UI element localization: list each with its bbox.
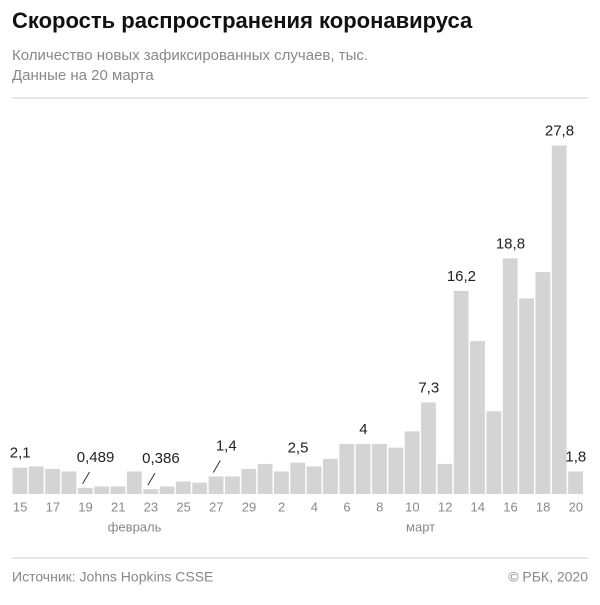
x-tick-label: 17 [46, 499, 60, 514]
value-label: 27,8 [545, 122, 574, 139]
bar [45, 468, 61, 494]
chart-subtitle: Количество новых зафиксированных случаев… [12, 47, 368, 64]
leader-line [82, 471, 90, 485]
bar [404, 431, 420, 494]
bar [306, 466, 322, 494]
chart-subtitle: Данные на 20 марта [12, 67, 154, 84]
bar [192, 482, 208, 494]
x-tick-label: 23 [144, 499, 158, 514]
bar [273, 471, 289, 494]
x-tick-label: 14 [471, 499, 485, 514]
source: Источник: Johns Hopkins CSSE [12, 569, 213, 585]
leader-line [212, 460, 221, 473]
bar [551, 145, 567, 494]
bar [323, 458, 338, 494]
leader-line [147, 472, 156, 486]
x-tick-label: 6 [343, 499, 350, 514]
bar [61, 471, 77, 494]
bar [77, 487, 93, 494]
bar [502, 258, 518, 494]
bar [224, 476, 240, 494]
bar [437, 463, 453, 494]
x-tick-label: 18 [536, 499, 550, 514]
copyright: © РБК, 2020 [508, 569, 588, 585]
value-label: 18,8 [496, 235, 525, 252]
x-tick-label: 2 [278, 499, 285, 514]
value-label: 16,2 [447, 268, 476, 285]
bar [372, 443, 387, 494]
chart-title: Скорость распространения коронавируса [12, 8, 473, 33]
value-label: 0,386 [142, 450, 180, 467]
bar [12, 467, 28, 494]
value-label: 4 [359, 421, 367, 438]
bar [339, 443, 355, 494]
value-label: 0,489 [77, 449, 115, 466]
bar [175, 481, 191, 494]
bar [355, 443, 371, 494]
x-tick-label: 29 [242, 499, 256, 514]
x-tick-label: 4 [311, 499, 318, 514]
bar [208, 476, 224, 494]
bar [290, 462, 306, 494]
bar [388, 447, 404, 494]
bar [568, 471, 583, 494]
bar [94, 486, 110, 494]
x-tick-label: 16 [503, 499, 517, 514]
bar [519, 298, 534, 494]
x-tick-label: 20 [569, 499, 583, 514]
bar [453, 290, 469, 494]
bar [159, 486, 175, 494]
bar [143, 489, 159, 494]
x-tick-label: 19 [78, 499, 92, 514]
value-label: 2,1 [10, 445, 31, 462]
bar [421, 402, 436, 494]
value-label: 1,4 [216, 437, 237, 454]
bar [486, 411, 502, 494]
x-tick-label: 25 [176, 499, 190, 514]
x-tick-label: 8 [376, 499, 383, 514]
x-group-label: февраль [108, 519, 162, 534]
x-group-label: март [406, 519, 435, 534]
bar [126, 471, 142, 494]
bar [28, 466, 44, 494]
bar [470, 341, 485, 494]
value-label: 7,3 [418, 379, 439, 396]
bar [257, 463, 273, 494]
x-tick-label: 15 [13, 499, 27, 514]
x-tick-label: 21 [111, 499, 125, 514]
bar [110, 486, 126, 494]
bar [241, 468, 257, 494]
value-label: 1,8 [565, 448, 586, 465]
x-tick-label: 27 [209, 499, 223, 514]
x-tick-label: 10 [405, 499, 419, 514]
value-label: 2,5 [288, 440, 309, 457]
x-tick-label: 12 [438, 499, 452, 514]
bar [535, 272, 551, 494]
